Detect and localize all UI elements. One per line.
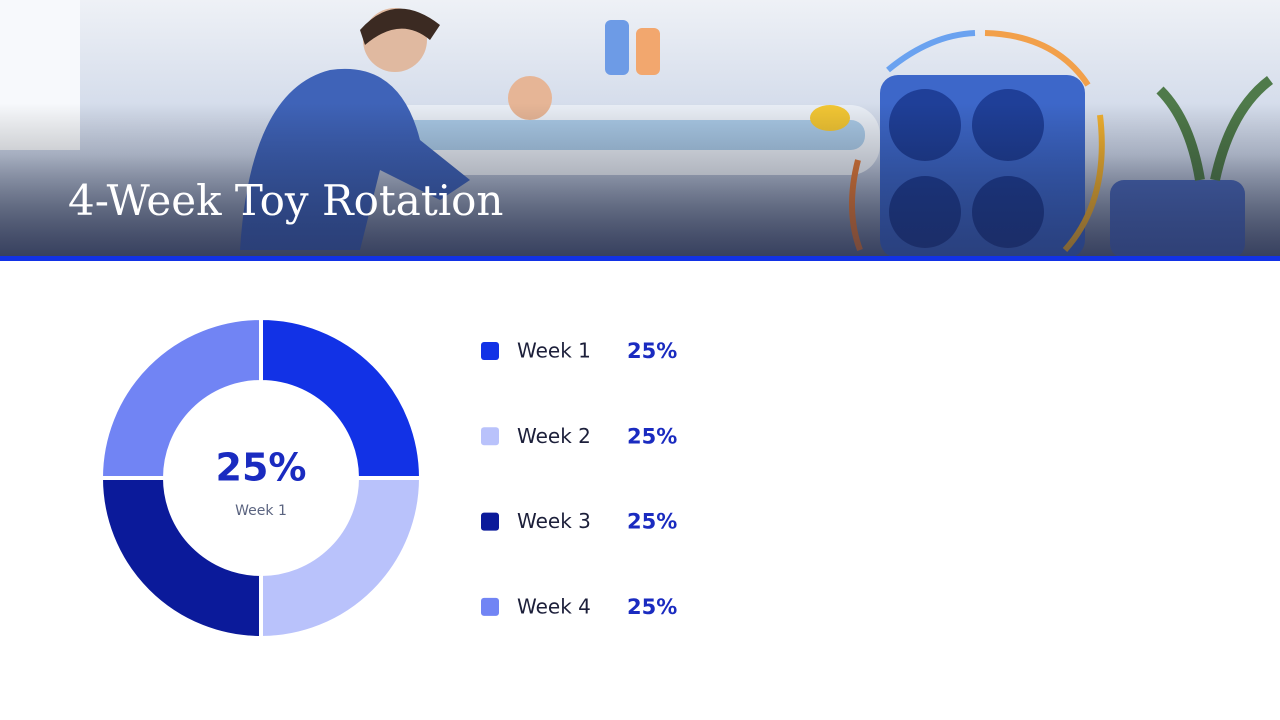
slice [259,315,424,480]
header-image [0,0,1280,261]
legend-swatch [481,342,499,360]
legend: Week 1 25% Week 2 25% Week 3 25% Week 4 25% [481,339,677,619]
donut-chart [98,315,424,641]
slice [259,476,424,641]
legend-value: 25% [627,595,677,619]
legend-swatch [481,427,499,446]
center-value: 25% [216,446,307,490]
slice [98,315,263,480]
legend-label: Week 3 [517,509,591,533]
legend-label: Week 1 [517,339,591,363]
legend-value: 25% [627,424,677,448]
legend-value: 25% [627,510,677,534]
title: 4-Week Toy Rotation [68,176,503,225]
legend-swatch [481,597,499,616]
legend-label: Week 2 [517,424,591,448]
slice [98,476,263,641]
legend-label: Week 4 [517,594,591,618]
legend-value: 25% [627,339,677,363]
legend-swatch [481,512,499,531]
center-label: Week 1 [235,503,287,519]
